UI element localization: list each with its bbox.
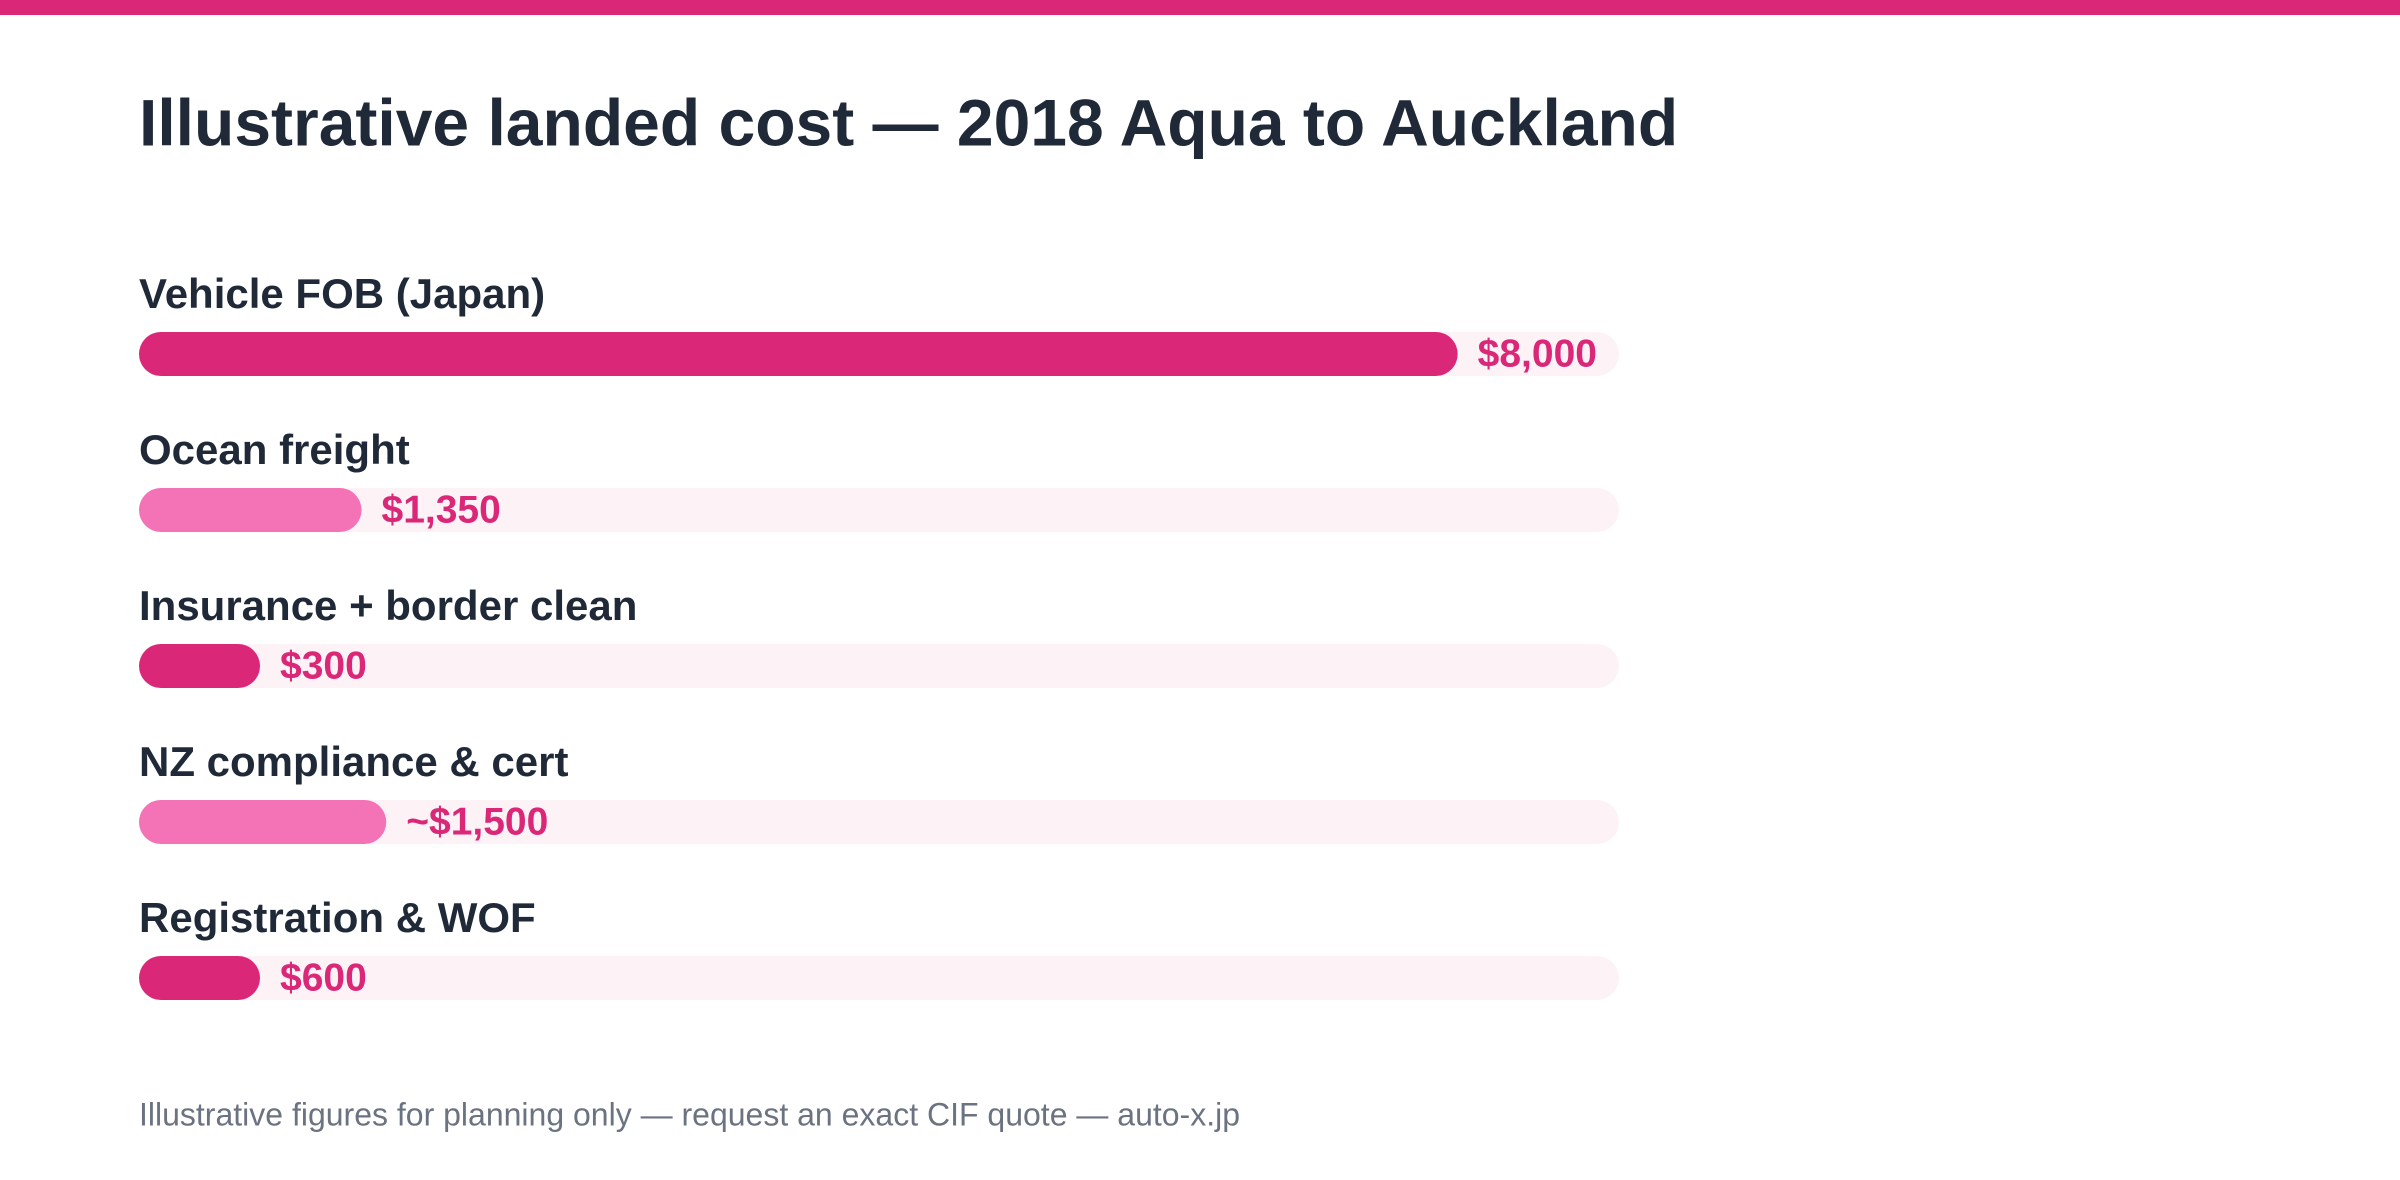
bar-track — [139, 956, 1619, 1000]
bar — [139, 488, 362, 532]
bar — [139, 800, 387, 844]
category-label: Registration & WOF — [139, 894, 536, 941]
value-label: $1,350 — [382, 488, 501, 531]
bar — [139, 332, 1458, 376]
top-stripe — [0, 0, 2400, 15]
category-label: Insurance + border clean — [139, 582, 637, 629]
bar — [139, 644, 260, 688]
value-label: ~$1,500 — [406, 800, 548, 843]
value-label: $300 — [280, 644, 367, 687]
footnote: Illustrative figures for planning only —… — [139, 1096, 1240, 1132]
bar-track — [139, 644, 1619, 688]
bar-track — [139, 488, 1619, 532]
category-label: Ocean freight — [139, 426, 410, 473]
category-label: Vehicle FOB (Japan) — [139, 270, 545, 317]
value-label: $8,000 — [1478, 332, 1597, 375]
bar-track — [139, 800, 1619, 844]
value-label: $600 — [280, 956, 367, 999]
chart-title: Illustrative landed cost — 2018 Aqua to … — [139, 85, 1678, 159]
category-label: NZ compliance & cert — [139, 738, 568, 785]
bar — [139, 956, 260, 1000]
